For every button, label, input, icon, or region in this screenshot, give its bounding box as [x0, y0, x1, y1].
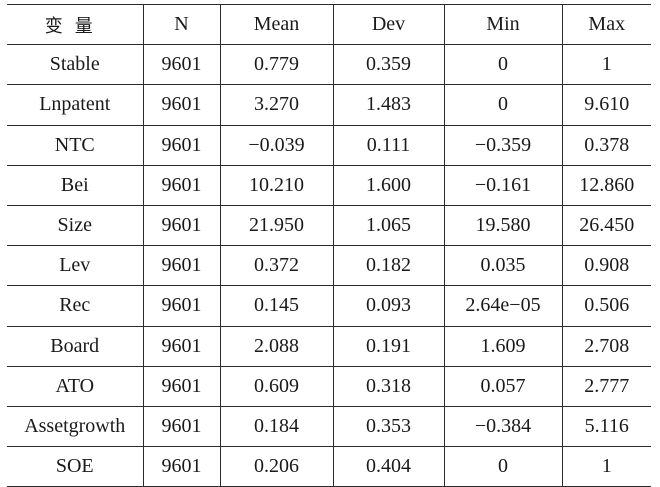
cell-variable: NTC	[7, 125, 144, 166]
cell-dev: 1.483	[332, 84, 445, 126]
cell-dev: 1.600	[332, 165, 445, 206]
cell-mean: 0.184	[219, 406, 334, 448]
header-variable: 变量	[7, 3, 144, 46]
table-row: Bei 9601 10.210 1.600 −0.161 12.860	[7, 165, 651, 206]
cell-min: 0	[443, 84, 563, 126]
header-mean: Mean	[219, 3, 334, 46]
header-min: Min	[443, 3, 563, 46]
cell-n: 9601	[142, 44, 221, 86]
cell-variable: SOE	[7, 446, 144, 487]
table-row: Lev 9601 0.372 0.182 0.035 0.908	[7, 245, 651, 287]
cell-min: −0.161	[443, 165, 563, 206]
cell-n: 9601	[142, 165, 221, 206]
cell-dev: 1.065	[332, 205, 445, 247]
cell-n: 9601	[142, 205, 221, 247]
cell-n: 9601	[142, 285, 221, 327]
cell-dev: 0.359	[332, 44, 445, 86]
cell-min: −0.384	[443, 406, 563, 448]
table-body: Stable 9601 0.779 0.359 0 1 Lnpatent 960…	[7, 44, 651, 487]
cell-min: 0.035	[443, 245, 563, 287]
cell-min: 0	[443, 446, 563, 487]
cell-min: −0.359	[443, 125, 563, 166]
cell-variable: Assetgrowth	[7, 406, 144, 448]
cell-variable: Rec	[7, 285, 144, 327]
cell-n: 9601	[142, 326, 221, 367]
table-row: Board 9601 2.088 0.191 1.609 2.708	[7, 326, 651, 367]
cell-max: 9.610	[561, 84, 651, 126]
table-row: SOE 9601 0.206 0.404 0 1	[7, 446, 651, 487]
cell-max: 2.777	[561, 366, 651, 407]
cell-variable: Lev	[7, 245, 144, 287]
cell-max: 1	[561, 446, 651, 487]
cell-n: 9601	[142, 406, 221, 448]
cell-dev: 0.318	[332, 366, 445, 407]
cell-n: 9601	[142, 366, 221, 407]
cell-max: 0.378	[561, 125, 651, 166]
cell-n: 9601	[142, 125, 221, 166]
cell-variable: Size	[7, 205, 144, 247]
header-dev: Dev	[332, 3, 445, 46]
cell-mean: 3.270	[219, 84, 334, 126]
descriptive-statistics-table: 变量 N Mean Dev Min Max Stable 9601 0.779 …	[7, 3, 651, 487]
cell-n: 9601	[142, 84, 221, 126]
cell-max: 5.116	[561, 406, 651, 448]
table-row: Assetgrowth 9601 0.184 0.353 −0.384 5.11…	[7, 406, 651, 448]
cell-max: 26.450	[561, 205, 651, 247]
cell-variable: ATO	[7, 366, 144, 407]
cell-dev: 0.111	[332, 125, 445, 166]
cell-mean: −0.039	[219, 125, 334, 166]
cell-min: 0	[443, 44, 563, 86]
cell-dev: 0.182	[332, 245, 445, 287]
cell-max: 1	[561, 44, 651, 86]
cell-mean: 21.950	[219, 205, 334, 247]
header-n: N	[142, 3, 221, 46]
header-max: Max	[561, 3, 651, 46]
table-row: Rec 9601 0.145 0.093 2.64e−05 0.506	[7, 285, 651, 327]
cell-variable: Lnpatent	[7, 84, 144, 126]
cell-min: 2.64e−05	[443, 285, 563, 327]
cell-n: 9601	[142, 446, 221, 487]
table-row: NTC 9601 −0.039 0.111 −0.359 0.378	[7, 125, 651, 166]
cell-dev: 0.191	[332, 326, 445, 367]
cell-variable: Stable	[7, 44, 144, 86]
cell-n: 9601	[142, 245, 221, 287]
cell-dev: 0.353	[332, 406, 445, 448]
table-row: Lnpatent 9601 3.270 1.483 0 9.610	[7, 84, 651, 126]
table-row: ATO 9601 0.609 0.318 0.057 2.777	[7, 366, 651, 407]
cell-min: 0.057	[443, 366, 563, 407]
cell-mean: 0.779	[219, 44, 334, 86]
table-row: Size 9601 21.950 1.065 19.580 26.450	[7, 205, 651, 247]
cell-mean: 2.088	[219, 326, 334, 367]
cell-mean: 0.145	[219, 285, 334, 327]
cell-variable: Bei	[7, 165, 144, 206]
cell-mean: 0.609	[219, 366, 334, 407]
cell-max: 0.506	[561, 285, 651, 327]
cell-dev: 0.404	[332, 446, 445, 487]
cell-mean: 0.372	[219, 245, 334, 287]
descriptive-statistics-table-wrapper: 变量 N Mean Dev Min Max Stable 9601 0.779 …	[7, 3, 651, 487]
cell-variable: Board	[7, 326, 144, 367]
cell-min: 1.609	[443, 326, 563, 367]
table-row: Stable 9601 0.779 0.359 0 1	[7, 44, 651, 86]
cell-min: 19.580	[443, 205, 563, 247]
table-header-row: 变量 N Mean Dev Min Max	[7, 3, 651, 46]
cell-mean: 0.206	[219, 446, 334, 487]
cell-max: 12.860	[561, 165, 651, 206]
cell-mean: 10.210	[219, 165, 334, 206]
cell-dev: 0.093	[332, 285, 445, 327]
cell-max: 2.708	[561, 326, 651, 367]
cell-max: 0.908	[561, 245, 651, 287]
